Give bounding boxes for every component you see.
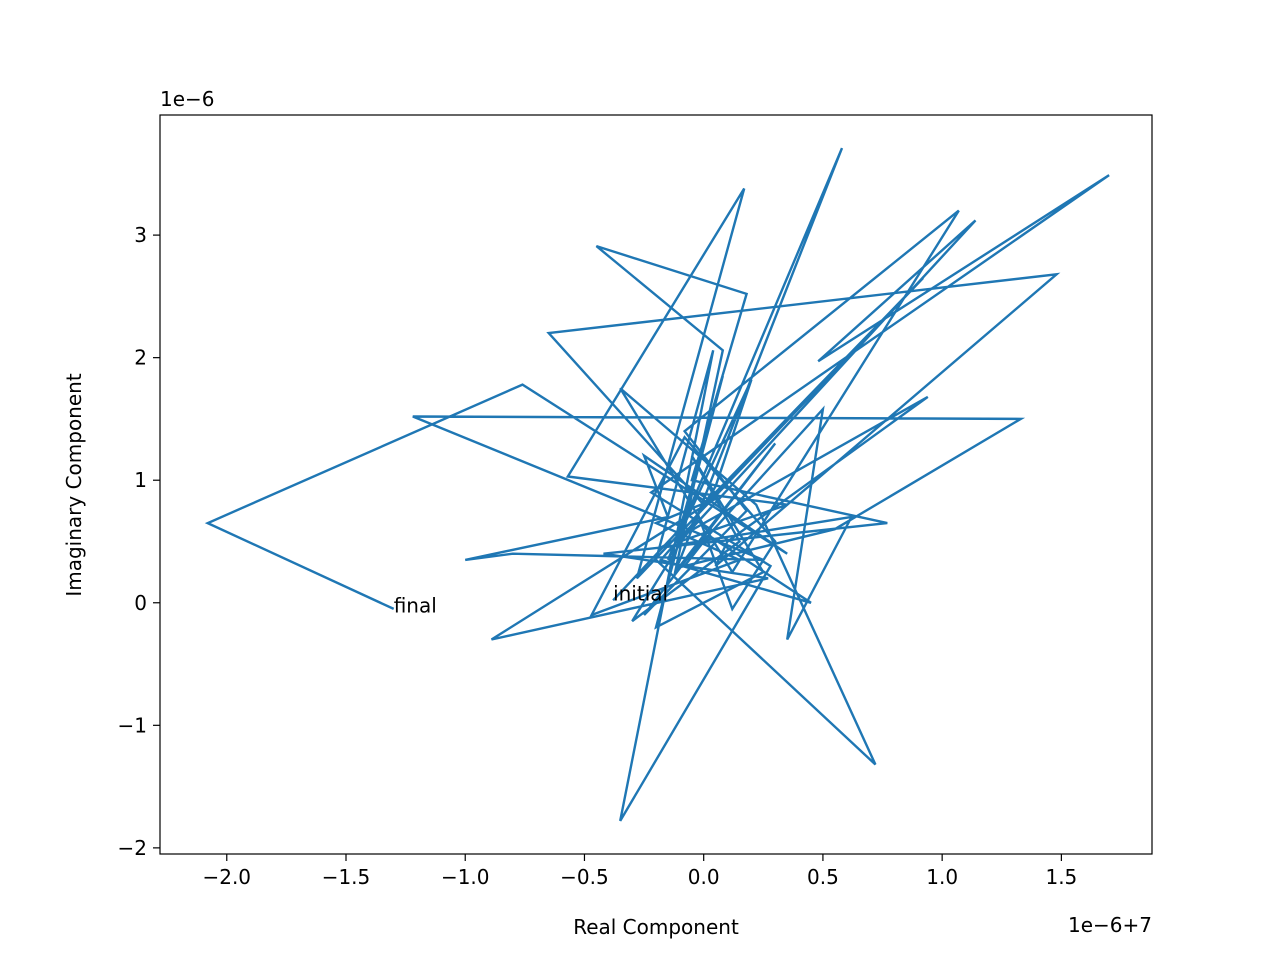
x-tick-label-2: −1.0: [441, 865, 490, 889]
y-tick-label-4: 2: [134, 346, 147, 370]
x-tick-label-1: −1.5: [322, 865, 371, 889]
y-tick-label-1: −1: [118, 713, 147, 737]
annotation-initial: initial: [613, 581, 668, 605]
x-tick-label-0: −2.0: [202, 865, 251, 889]
x-tick-label-7: 1.5: [1045, 865, 1077, 889]
x-tick-label-3: −0.5: [560, 865, 609, 889]
y-tick-label-2: 0: [134, 591, 147, 615]
plot-area: [204, 147, 1110, 822]
y-tick-label-3: 1: [134, 468, 147, 492]
x-axis-offset-label: 1e−6+7: [1068, 913, 1152, 937]
x-axis-ticks: −2.0 −1.5 −1.0 −0.5 0.0 0.5 1.0 1.5: [202, 854, 1077, 889]
x-axis-label: Real Component: [573, 915, 739, 939]
annotations: initial final: [394, 581, 668, 617]
y-axis-label: Imaginary Component: [62, 373, 86, 597]
series-line-0: [204, 147, 1110, 822]
y-tick-label-0: −2: [118, 836, 147, 860]
axes-frame: [159, 114, 1153, 855]
x-tick-label-5: 0.5: [807, 865, 839, 889]
x-tick-label-4: 0.0: [688, 865, 720, 889]
y-tick-label-5: 3: [134, 223, 147, 247]
y-axis-ticks: −2 −1 0 1 2 3: [118, 223, 160, 860]
y-axis-offset-label: 1e−6: [160, 87, 215, 111]
annotation-final: final: [394, 594, 437, 618]
x-tick-label-6: 1.0: [926, 865, 958, 889]
